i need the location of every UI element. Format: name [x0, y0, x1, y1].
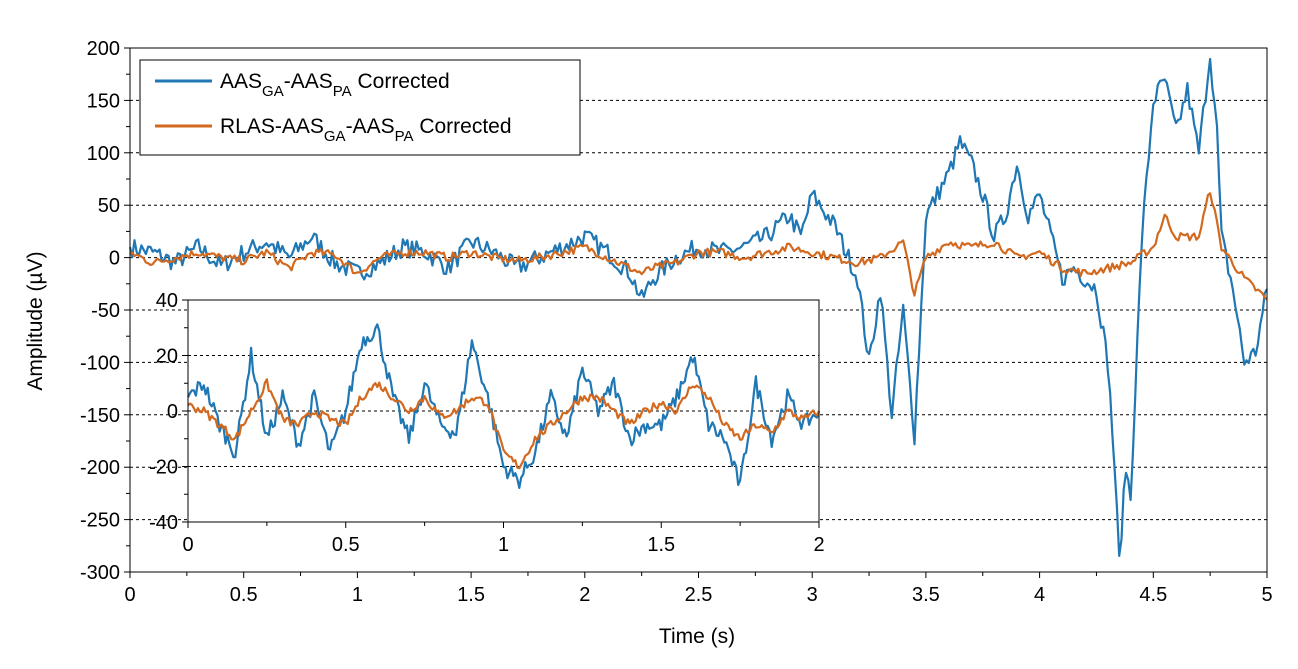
series-line-2: [187, 378, 820, 470]
y-tick-label: -250: [80, 510, 120, 532]
legend: AASGA-AASPA Corrected RLAS-AASGA-AASPA C…: [139, 59, 581, 156]
y-tick-label: -50: [91, 300, 120, 322]
y-tick-label: -150: [80, 405, 120, 427]
y-tick-label: 40: [156, 290, 178, 312]
inset-axes: 0 0.5 1 1.5 2 -40 -20 0 20 40: [149, 290, 824, 556]
x-tick-label: 1: [352, 584, 363, 606]
y-tick-label: 0: [109, 248, 120, 270]
x-tick-label: 2: [579, 584, 590, 606]
series-line-1: [187, 323, 821, 489]
x-tick-label: 3: [807, 584, 818, 606]
x-tick-label: 1.5: [457, 584, 485, 606]
y-tick-label: 50: [98, 195, 120, 217]
series-line-2: [129, 192, 1268, 301]
x-tick-label: 0: [124, 584, 135, 606]
main-series-lines: [128, 57, 1268, 557]
y-tick-label: 20: [156, 346, 178, 368]
y-tick-label: 0: [167, 401, 178, 423]
x-tick-label: 0: [182, 534, 193, 556]
x-tick-label: 3.5: [912, 584, 940, 606]
main-axes: 0 0.5 1 1.5 2 2.5 3 3.5 4 4.5 5-300-250-200-150-10…: [80, 38, 1273, 606]
legend-label-1: AASGA-AASPA Corrected: [220, 70, 450, 100]
x-tick-label: 4.5: [1139, 584, 1167, 606]
x-tick-label: 1: [498, 534, 509, 556]
x-tick-label: 0.5: [332, 534, 360, 556]
inset-series-lines: [187, 323, 821, 489]
x-axis-title: Time (s): [659, 625, 735, 648]
inset-background: [188, 300, 819, 522]
y-tick-label: -40: [149, 512, 178, 534]
x-tick-label: 2.5: [685, 584, 713, 606]
y-tick-label: 100: [87, 143, 120, 165]
legend-box: [139, 59, 581, 156]
y-tick-label: -200: [80, 457, 120, 479]
x-tick-label: 2: [813, 534, 824, 556]
y-tick-label: -20: [149, 457, 178, 479]
x-tick-label: 4: [1034, 584, 1045, 606]
x-tick-label: 1.5: [647, 534, 675, 556]
legend-label-2: RLAS-AASGA-AASPA Corrected: [220, 115, 512, 145]
x-tick-label: 5: [1261, 584, 1272, 606]
y-tick-label: 150: [87, 90, 120, 112]
y-tick-label: -300: [80, 562, 120, 584]
y-tick-label: -100: [80, 352, 120, 374]
y-axis-title: Amplitude (µV): [24, 251, 47, 390]
y-tick-label: 200: [87, 38, 120, 60]
x-tick-label: 0.5: [230, 584, 258, 606]
